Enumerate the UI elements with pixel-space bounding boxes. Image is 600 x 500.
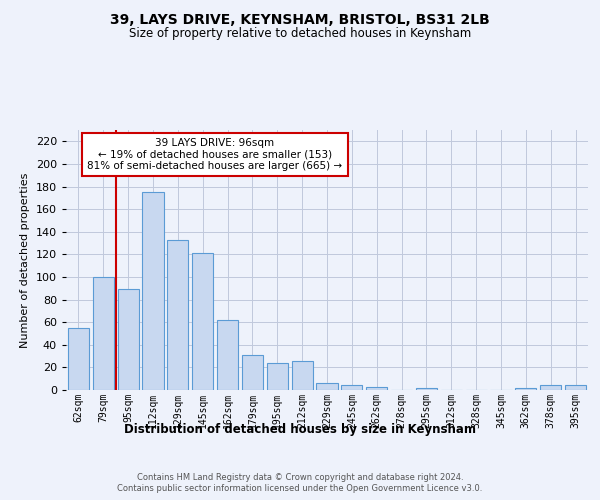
Text: Contains HM Land Registry data © Crown copyright and database right 2024.: Contains HM Land Registry data © Crown c… — [137, 472, 463, 482]
Bar — [341, 386, 362, 390]
Bar — [316, 383, 338, 390]
Bar — [118, 290, 139, 390]
Bar — [366, 386, 387, 390]
Bar — [142, 192, 164, 390]
Text: 39, LAYS DRIVE, KEYNSHAM, BRISTOL, BS31 2LB: 39, LAYS DRIVE, KEYNSHAM, BRISTOL, BS31 … — [110, 12, 490, 26]
Bar — [242, 355, 263, 390]
Bar — [292, 360, 313, 390]
Bar — [515, 388, 536, 390]
Text: Size of property relative to detached houses in Keynsham: Size of property relative to detached ho… — [129, 28, 471, 40]
Bar — [167, 240, 188, 390]
Bar — [565, 386, 586, 390]
Text: 39 LAYS DRIVE: 96sqm
← 19% of detached houses are smaller (153)
81% of semi-deta: 39 LAYS DRIVE: 96sqm ← 19% of detached h… — [87, 138, 343, 171]
Bar — [93, 277, 114, 390]
Bar — [217, 320, 238, 390]
Bar — [267, 363, 288, 390]
Bar — [540, 386, 561, 390]
Text: Contains public sector information licensed under the Open Government Licence v3: Contains public sector information licen… — [118, 484, 482, 493]
Bar — [68, 328, 89, 390]
Bar — [416, 388, 437, 390]
Bar — [192, 253, 213, 390]
Y-axis label: Number of detached properties: Number of detached properties — [20, 172, 30, 348]
Text: Distribution of detached houses by size in Keynsham: Distribution of detached houses by size … — [124, 422, 476, 436]
